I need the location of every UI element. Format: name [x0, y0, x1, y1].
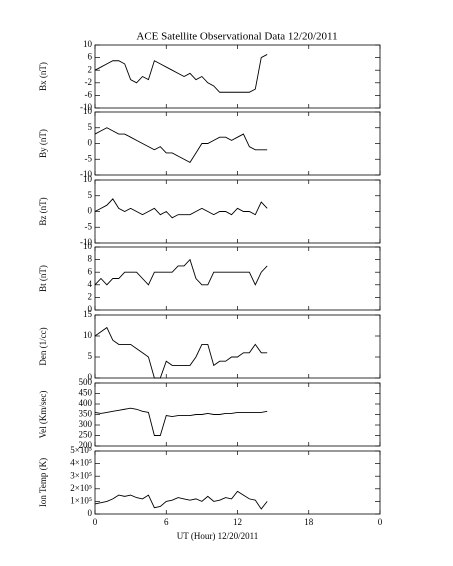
- y-tick-label: 4×10⁵: [70, 458, 92, 468]
- y-tick-label: 300: [79, 419, 93, 429]
- y-tick-label: 10: [83, 330, 93, 340]
- x-tick-label: 0: [378, 517, 383, 527]
- y-tick-label: 10: [83, 39, 93, 49]
- y-tick-label: 1×10⁵: [70, 495, 92, 505]
- data-line: [94, 127, 268, 163]
- y-tick-label: 0: [88, 372, 93, 382]
- y-tick-label: -10: [80, 102, 92, 112]
- data-line: [94, 198, 268, 219]
- y-tick-label: 0: [88, 508, 93, 518]
- y-tick-label: 5: [88, 351, 93, 361]
- y-tick-label: -5: [85, 153, 93, 163]
- y-tick-label: 250: [79, 430, 93, 440]
- plot-frame: [94, 179, 381, 244]
- data-line: [94, 258, 268, 286]
- y-tick-label: -10: [80, 237, 92, 247]
- y-tick-label: 5: [88, 122, 93, 132]
- y-tick-label: 400: [79, 398, 93, 408]
- y-axis-label: By (nT): [38, 129, 48, 158]
- data-line: [94, 54, 268, 93]
- plot-frame: [94, 111, 381, 176]
- y-axis-label: Bt (nT): [38, 265, 48, 292]
- y-tick-label: 15: [83, 309, 93, 319]
- y-axis-label: Ion Temp (K): [38, 458, 48, 507]
- y-tick-label: 350: [79, 409, 93, 419]
- y-tick-label: 500: [79, 377, 93, 387]
- x-axis-label: UT (Hour) 12/20/2011: [177, 531, 259, 541]
- y-tick-label: 10: [83, 106, 93, 116]
- chart-title: ACE Satellite Observational Data 12/20/2…: [136, 31, 337, 43]
- y-tick-label: -5: [85, 221, 93, 231]
- y-tick-label: 2×10⁵: [70, 483, 92, 493]
- y-tick-label: 5×10⁵: [70, 445, 92, 455]
- data-line: [94, 407, 268, 436]
- plot-frame: [94, 382, 381, 447]
- y-tick-label: 6: [88, 266, 93, 276]
- plot-frame: [94, 314, 381, 379]
- x-tick-label: 12: [233, 517, 242, 527]
- x-tick-label: 0: [93, 517, 98, 527]
- plot-frame: [94, 246, 381, 311]
- y-tick-label: 3×10⁵: [70, 470, 92, 480]
- y-tick-label: -6: [85, 89, 93, 99]
- y-tick-label: 10: [83, 174, 93, 184]
- x-tick-label: 6: [164, 517, 169, 527]
- y-tick-label: 2: [88, 64, 93, 74]
- y-axis-label: Den (1/cc): [38, 327, 48, 365]
- y-tick-label: 0: [88, 138, 93, 148]
- y-tick-label: 0: [88, 206, 93, 216]
- y-tick-label: 5: [88, 190, 93, 200]
- data-line: [94, 326, 268, 379]
- y-tick-label: -2: [85, 77, 93, 87]
- x-tick-label: 18: [304, 517, 314, 527]
- plot-frame: [94, 450, 381, 515]
- y-tick-label: 6: [88, 52, 93, 62]
- y-tick-label: 450: [79, 388, 93, 398]
- y-tick-label: 0: [88, 304, 93, 314]
- y-tick-label: 10: [83, 241, 93, 251]
- y-tick-label: -10: [80, 169, 92, 179]
- data-line: [94, 490, 268, 510]
- y-axis-label: Bx (nT): [38, 62, 48, 91]
- y-tick-label: 2: [88, 291, 93, 301]
- plot-frame: [94, 44, 381, 109]
- y-axis-label: Vel (Km/sec): [38, 391, 48, 439]
- y-tick-label: 4: [88, 279, 93, 289]
- y-tick-label: 200: [79, 440, 93, 450]
- y-tick-label: 8: [88, 254, 93, 264]
- y-axis-label: Bz (nT): [38, 197, 48, 225]
